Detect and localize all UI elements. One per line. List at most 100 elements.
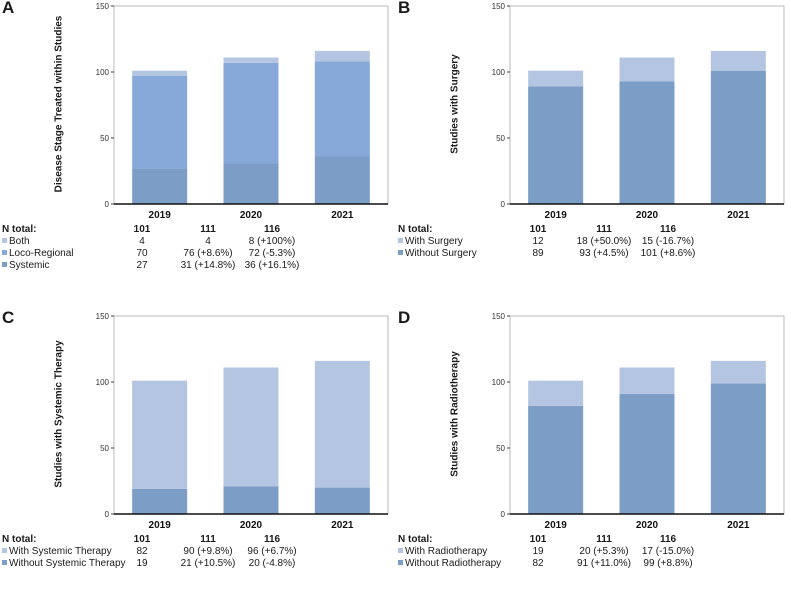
panel-letter: D	[398, 308, 411, 327]
bar-segment-without-surgery	[710, 70, 766, 205]
bar-segment-without-radiotherapy	[619, 393, 675, 514]
data-table: N total: 101 111 116 With Radiotherapy 1…	[396, 534, 791, 570]
x-tick-label: 2020	[240, 210, 263, 221]
total-value: 101	[529, 534, 547, 545]
bar-segment-with-systemic-therapy	[314, 360, 370, 488]
x-tick-label: 2021	[727, 210, 750, 221]
bar-segment-without-radiotherapy	[528, 405, 584, 514]
bar-segment-without-systemic-therapy	[314, 487, 370, 514]
x-tick-label: 2019	[545, 210, 568, 221]
bar-segment-without-radiotherapy	[710, 383, 766, 514]
y-tick-label: 50	[496, 134, 505, 143]
cell-value: 20 (-4.8%)	[248, 558, 296, 569]
legend-swatch	[398, 560, 403, 565]
bar-segment-both	[314, 50, 370, 62]
total-value: 101	[133, 224, 151, 235]
table-row: Without Systemic Therapy 19 21 (+10.5%) …	[0, 558, 395, 570]
legend-swatch	[2, 238, 7, 243]
panel-c: C Studies with Systemic Therapy 0 50 100 15…	[0, 308, 395, 600]
y-tick-label: 50	[100, 444, 109, 453]
chart-plot: 0 50 100 150 2019 2020 2021	[492, 2, 786, 221]
bar-segment-systemic	[314, 156, 370, 204]
total-value: 111	[596, 534, 612, 545]
cell-value: 91 (+11.0%)	[577, 558, 632, 569]
cell-value: 20 (+5.3%)	[579, 546, 629, 557]
total-value: 116	[659, 224, 677, 235]
bar-segment-with-radiotherapy	[710, 360, 766, 384]
y-tick-label: 150	[96, 2, 110, 11]
y-tick-label: 150	[492, 312, 506, 321]
legend-swatch	[398, 548, 403, 553]
total-value: 101	[529, 224, 547, 235]
legend-swatch	[2, 560, 7, 565]
y-tick-label: 0	[105, 200, 110, 209]
legend-swatch	[398, 250, 403, 255]
data-table: N total: 101 111 116 Both 4 4 8 (+100%) …	[0, 224, 395, 272]
ntotal-row: N total: 101 111 116	[0, 534, 395, 546]
cell-value: 72 (-5.3%)	[248, 248, 296, 259]
total-value: 116	[263, 534, 281, 545]
table-row: Without Radiotherapy 82 91 (+11.0%) 99 (…	[396, 558, 791, 570]
table-row: Loco-Regional 70 76 (+8.6%) 72 (-5.3%)	[0, 248, 395, 260]
table-row: Without Surgery 89 93 (+4.5%) 101 (+8.6%…	[396, 248, 791, 260]
y-axis-label: Studies with Surgery	[449, 54, 461, 154]
total-value: 116	[659, 534, 677, 545]
y-tick-label: 100	[492, 378, 506, 387]
chart-plot: 0 50 100 150 2019 2020 2021	[96, 2, 390, 221]
cell-value: 4	[205, 236, 211, 247]
row-label: Both	[9, 236, 30, 247]
ntotal-label: N total:	[2, 534, 37, 545]
cell-value: 31 (+14.8%)	[180, 260, 236, 271]
bar-segment-without-systemic-therapy	[132, 488, 188, 514]
bar-segment-both	[132, 70, 188, 76]
y-tick-label: 0	[501, 200, 506, 209]
legend-swatch	[2, 262, 7, 267]
table-row: Both 4 4 8 (+100%)	[0, 236, 395, 248]
panel-a: A Disease Stage Treated within Studies 0…	[0, 0, 395, 290]
cell-value: 90 (+9.8%)	[183, 546, 233, 557]
bar-segment-without-systemic-therapy	[223, 486, 279, 514]
row-label: With Systemic Therapy	[9, 546, 112, 557]
x-tick-label: 2020	[636, 210, 659, 221]
table-row: With Radiotherapy 19 20 (+5.3%) 17 (-15.…	[396, 546, 791, 558]
panel-letter: A	[2, 0, 15, 17]
y-tick-label: 100	[96, 68, 110, 77]
cell-value: 99 (+8.8%)	[643, 558, 693, 569]
ntotal-label: N total:	[398, 224, 433, 235]
total-value: 116	[263, 224, 281, 235]
x-tick-label: 2019	[149, 520, 172, 531]
ntotal-label: N total:	[398, 534, 433, 545]
cell-value: 8 (+100%)	[248, 236, 296, 247]
data-table: N total: 101 111 116 With Systemic Thera…	[0, 534, 395, 570]
ntotal-row: N total: 101 111 116	[396, 224, 791, 236]
chart-plot: 0 50 100 150 2019 2020 2021	[492, 312, 786, 531]
cell-value: 70	[136, 248, 148, 259]
bar-segment-with-surgery	[619, 57, 675, 82]
cell-value: 4	[139, 236, 145, 247]
row-label: Without Systemic Therapy	[9, 558, 126, 569]
y-axis-label: Studies with Systemic Therapy	[53, 340, 65, 488]
bar-segment-loco-regional	[223, 62, 279, 164]
y-tick-label: 50	[100, 134, 109, 143]
data-table: N total: 101 111 116 With Surgery 12 18 …	[396, 224, 791, 260]
x-tick-label: 2021	[331, 520, 354, 531]
y-tick-label: 100	[96, 378, 110, 387]
bar-segment-systemic	[223, 163, 279, 204]
cell-value: 89	[532, 248, 544, 259]
x-tick-label: 2019	[545, 520, 568, 531]
legend-swatch	[2, 548, 7, 553]
row-label: With Radiotherapy	[405, 546, 488, 557]
bar-segment-both	[223, 57, 279, 63]
row-label: With Surgery	[405, 236, 463, 247]
cell-value: 36 (+16.1%)	[244, 260, 300, 271]
bar-segment-loco-regional	[132, 75, 188, 169]
y-tick-label: 150	[96, 312, 110, 321]
total-value: 111	[596, 224, 612, 235]
bar-segment-loco-regional	[314, 61, 370, 157]
total-value: 111	[200, 534, 216, 545]
cell-value: 18 (+50.0%)	[576, 236, 632, 247]
y-tick-label: 0	[501, 510, 506, 519]
cell-value: 101 (+8.6%)	[640, 248, 696, 259]
y-axis-label: Disease Stage Treated within Studies	[53, 15, 65, 193]
y-tick-label: 100	[492, 68, 506, 77]
